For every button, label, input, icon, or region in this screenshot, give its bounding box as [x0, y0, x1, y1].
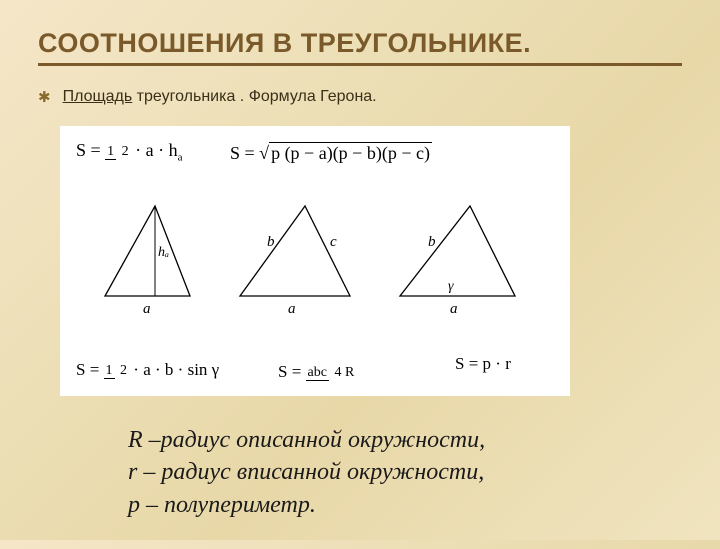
fraction: 1 2 — [104, 364, 130, 379]
def-R: R –радиус описанной окружности, — [128, 424, 682, 456]
frac-den: 2 — [120, 144, 131, 159]
slide-title: СООТНОШЕНИЯ В ТРЕУГОЛЬНИКЕ. — [38, 28, 682, 66]
formula-heron: S = √p (p − a)(p − b)(p − c) — [230, 142, 432, 164]
figure-area: S = 1 2 · a · ha S = √p (p − a)(p − b)(p… — [60, 126, 570, 396]
bullet-rest: треугольника . Формула Герона. — [132, 88, 376, 105]
bullet-marker: ✱ — [38, 88, 51, 106]
fraction: abc 4 R — [306, 366, 357, 381]
label-a3: a — [450, 301, 458, 317]
frac-num: 1 — [104, 363, 115, 379]
frac-den: 2 — [118, 363, 129, 378]
label-h: hₐ — [158, 245, 169, 260]
label-b3: b — [428, 234, 436, 250]
formula-rhs: · a · b · sin γ — [133, 360, 219, 379]
sqrt-symbol: √ — [259, 143, 269, 163]
label-gamma: γ — [448, 279, 454, 294]
formula-inradius: S = p · r — [455, 354, 511, 374]
frac-num: abc — [306, 365, 329, 381]
def-p: p – полупериметр. — [128, 489, 682, 521]
triangle-3 — [400, 206, 515, 296]
formula-circumradius: S = abc 4 R — [278, 362, 356, 382]
formula-sine: S = 1 2 · a · b · sin γ — [76, 360, 219, 380]
bullet-item: ✱ Площадь треугольника . Формула Герона. — [38, 88, 682, 106]
formula-lhs: S = — [76, 140, 101, 160]
label-c2: c — [330, 234, 337, 250]
frac-num: 1 — [105, 144, 116, 160]
bullet-underlined: Площадь — [63, 88, 133, 105]
formula-rhs: · a · h — [135, 140, 177, 160]
triangles-diagram: hₐ a b c a b γ a — [60, 196, 570, 326]
def-r: r – радиус вписанной окружности, — [128, 456, 682, 488]
triangle-2 — [240, 206, 350, 296]
definitions-block: R –радиус описанной окружности, r – ради… — [128, 424, 682, 521]
fraction: 1 2 — [105, 145, 131, 160]
formula-area-height: S = 1 2 · a · ha — [76, 140, 183, 164]
formula-lhs: S = — [76, 360, 99, 379]
formula-lhs: S = — [278, 362, 301, 381]
formula-sub: a — [178, 152, 183, 164]
label-a1: a — [143, 301, 151, 317]
label-b2: b — [267, 234, 275, 250]
triangle-1 — [105, 206, 190, 296]
formula-lhs: S = — [230, 143, 255, 163]
frac-den: 4 R — [332, 365, 356, 380]
sqrt-arg: p (p − a)(p − b)(p − c) — [269, 142, 432, 164]
label-a2: a — [288, 301, 296, 317]
bullet-text: Площадь треугольника . Формула Герона. — [63, 88, 377, 106]
